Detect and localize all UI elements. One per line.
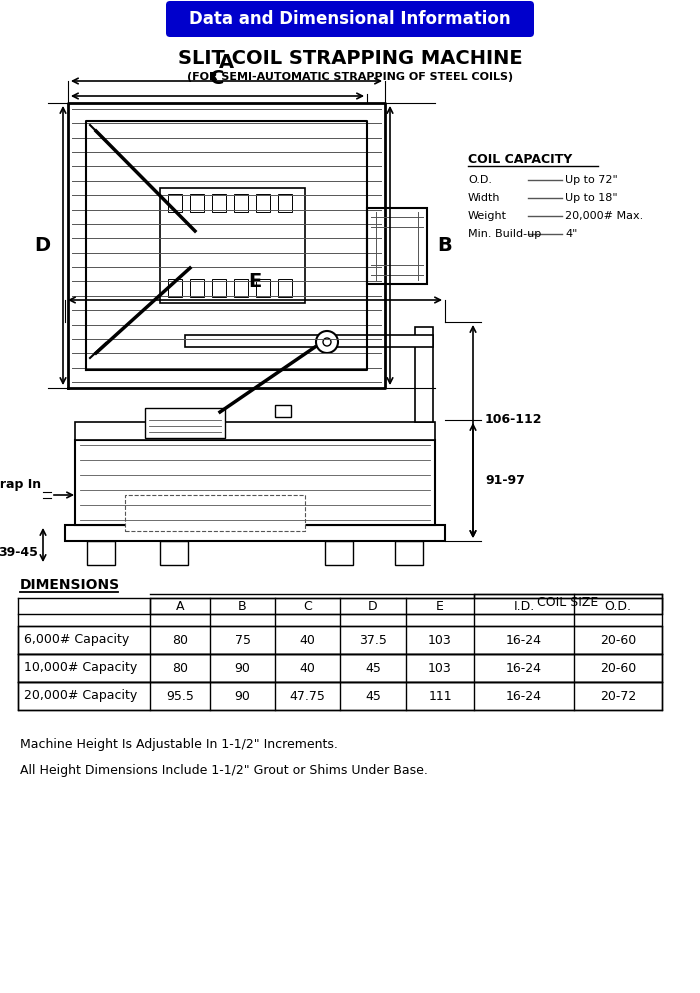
Bar [65, 525, 445, 541]
Text: 95.5: 95.5 [166, 689, 194, 702]
Text: Up to 72": Up to 72" [565, 175, 617, 185]
Text: 37.5: 37.5 [359, 634, 387, 646]
Bar [18, 682, 662, 710]
Text: 39-45: 39-45 [0, 546, 38, 559]
Bar [278, 279, 292, 297]
Text: E: E [248, 272, 262, 291]
Text: 80: 80 [172, 661, 188, 674]
Bar [367, 208, 427, 283]
Text: A: A [176, 600, 184, 613]
Text: Min. Build-up: Min. Build-up [468, 229, 541, 239]
Bar [256, 194, 270, 212]
Text: Data and Dimensional Information: Data and Dimensional Information [189, 10, 511, 28]
Text: 45: 45 [365, 689, 381, 702]
Text: 45: 45 [365, 661, 381, 674]
Text: 90: 90 [234, 689, 251, 702]
Text: 20-72: 20-72 [600, 689, 636, 702]
Bar [474, 594, 662, 610]
Text: 20,000# Max.: 20,000# Max. [565, 211, 643, 221]
Text: 103: 103 [428, 634, 452, 646]
Text: 20-60: 20-60 [600, 661, 636, 674]
Bar [278, 194, 292, 212]
Bar [234, 279, 248, 297]
Bar [185, 335, 433, 347]
Text: 90: 90 [234, 661, 251, 674]
Bar [190, 194, 204, 212]
Text: SLIT COIL STRAPPING MACHINE: SLIT COIL STRAPPING MACHINE [178, 49, 522, 68]
Text: 20-60: 20-60 [600, 634, 636, 646]
Text: C: C [303, 600, 312, 613]
Bar [395, 541, 423, 565]
Text: All Height Dimensions Include 1-1/2" Grout or Shims Under Base.: All Height Dimensions Include 1-1/2" Gro… [20, 764, 428, 777]
Text: 106-112: 106-112 [485, 413, 542, 426]
Bar [275, 405, 291, 417]
Text: C: C [210, 69, 225, 88]
Text: D: D [34, 236, 50, 255]
Text: 75: 75 [234, 634, 251, 646]
Bar [212, 279, 226, 297]
Text: Weight: Weight [468, 211, 507, 221]
Circle shape [316, 331, 338, 353]
Text: B: B [238, 600, 247, 613]
Text: 16-24: 16-24 [506, 634, 542, 646]
Text: 91-97: 91-97 [485, 474, 525, 487]
Circle shape [323, 338, 331, 346]
Bar [256, 279, 270, 297]
Text: (FOR SEMI-AUTOMATIC STRAPPING OF STEEL COILS): (FOR SEMI-AUTOMATIC STRAPPING OF STEEL C… [187, 72, 513, 82]
Bar [18, 654, 662, 682]
Text: DIMENSIONS: DIMENSIONS [20, 578, 120, 592]
Text: Strap In: Strap In [0, 478, 41, 491]
Bar [234, 194, 248, 212]
Text: I.D.: I.D. [513, 600, 535, 613]
Bar [160, 188, 305, 303]
Text: COIL CAPACITY: COIL CAPACITY [468, 153, 573, 166]
Text: E: E [436, 600, 444, 613]
Bar [168, 194, 182, 212]
Text: Up to 18": Up to 18" [565, 193, 617, 203]
Bar [87, 541, 115, 565]
Text: COIL SIZE: COIL SIZE [538, 596, 598, 609]
Text: 40: 40 [300, 634, 316, 646]
Text: D: D [368, 600, 378, 613]
Bar [168, 279, 182, 297]
Text: Width: Width [468, 193, 500, 203]
Text: 103: 103 [428, 661, 452, 674]
Bar [212, 194, 226, 212]
Text: 111: 111 [428, 689, 452, 702]
Bar [160, 541, 188, 565]
Bar [145, 408, 225, 438]
Bar [125, 495, 305, 531]
Bar [325, 541, 353, 565]
Text: Machine Height Is Adjustable In 1-1/2" Increments.: Machine Height Is Adjustable In 1-1/2" I… [20, 738, 338, 751]
Bar [75, 422, 435, 440]
Text: 80: 80 [172, 634, 188, 646]
Bar [150, 598, 662, 614]
Text: A: A [219, 53, 234, 72]
Bar [75, 440, 435, 525]
Text: 40: 40 [300, 661, 316, 674]
Text: 6,000# Capacity: 6,000# Capacity [24, 634, 130, 646]
Text: 10,000# Capacity: 10,000# Capacity [24, 661, 137, 674]
Bar [18, 626, 662, 654]
Text: 4": 4" [565, 229, 578, 239]
Text: 16-24: 16-24 [506, 661, 542, 674]
Text: 20,000# Capacity: 20,000# Capacity [24, 689, 137, 702]
Text: O.D.: O.D. [605, 600, 631, 613]
Text: 16-24: 16-24 [506, 689, 542, 702]
Text: 47.75: 47.75 [290, 689, 326, 702]
Bar [190, 279, 204, 297]
FancyBboxPatch shape [166, 1, 534, 37]
Text: B: B [437, 236, 452, 255]
Bar [415, 327, 433, 422]
Text: O.D.: O.D. [468, 175, 492, 185]
